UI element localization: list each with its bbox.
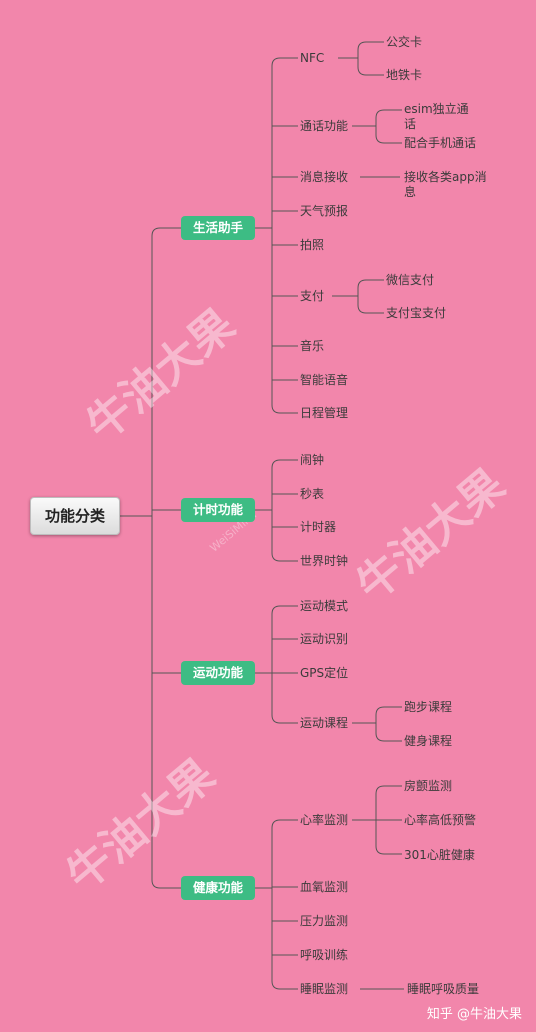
node-voice[interactable]: 智能语音: [300, 373, 349, 387]
category-health[interactable]: 健康功能: [181, 876, 255, 900]
node-metro-card[interactable]: 地铁卡: [386, 68, 423, 82]
node-301-heart-health[interactable]: 301心脏健康: [404, 848, 475, 862]
node-call[interactable]: 通话功能: [300, 119, 349, 133]
node-gps[interactable]: GPS定位: [300, 666, 349, 680]
node-message-detail[interactable]: 接收各类app消息: [404, 170, 487, 199]
node-sleep-breath-quality[interactable]: 睡眠呼吸质量: [407, 982, 480, 996]
node-world-clock[interactable]: 世界时钟: [300, 554, 349, 568]
node-photo[interactable]: 拍照: [300, 238, 325, 252]
node-stopwatch[interactable]: 秒表: [300, 487, 325, 501]
category-life-assistant[interactable]: 生活助手: [181, 216, 255, 240]
node-heart-rate-alert[interactable]: 心率高低预警: [404, 813, 477, 827]
node-sport-course[interactable]: 运动课程: [300, 716, 349, 730]
category-timer[interactable]: 计时功能: [181, 498, 255, 522]
node-af-monitor[interactable]: 房颤监测: [404, 779, 453, 793]
author-credit: 知乎 @牛油大果: [426, 1007, 522, 1022]
node-schedule[interactable]: 日程管理: [300, 406, 349, 420]
node-running-course[interactable]: 跑步课程: [404, 700, 453, 714]
node-nfc[interactable]: NFC: [300, 51, 325, 65]
node-message[interactable]: 消息接收: [300, 170, 349, 184]
node-sport-mode[interactable]: 运动模式: [300, 599, 349, 613]
node-payment[interactable]: 支付: [300, 289, 325, 303]
node-weather[interactable]: 天气预报: [300, 204, 349, 218]
node-alipay[interactable]: 支付宝支付: [386, 306, 447, 320]
node-esim-call[interactable]: esim独立通话: [404, 102, 469, 131]
category-sport[interactable]: 运动功能: [181, 661, 255, 685]
node-bus-card[interactable]: 公交卡: [386, 35, 423, 49]
node-sport-recognition[interactable]: 运动识别: [300, 632, 349, 646]
node-countdown[interactable]: 计时器: [300, 520, 337, 534]
node-fitness-course[interactable]: 健身课程: [404, 734, 453, 748]
node-sleep[interactable]: 睡眠监测: [300, 982, 349, 996]
node-alarm[interactable]: 闹钟: [300, 453, 325, 467]
node-breath-training[interactable]: 呼吸训练: [300, 948, 349, 962]
node-wechat-pay[interactable]: 微信支付: [386, 273, 435, 287]
node-music[interactable]: 音乐: [300, 339, 325, 353]
root-node[interactable]: 功能分类: [30, 497, 120, 535]
node-phone-pair-call[interactable]: 配合手机通话: [404, 136, 477, 150]
node-spo2[interactable]: 血氧监测: [300, 880, 349, 894]
node-heart-rate[interactable]: 心率监测: [300, 813, 349, 827]
node-stress[interactable]: 压力监测: [300, 914, 349, 928]
